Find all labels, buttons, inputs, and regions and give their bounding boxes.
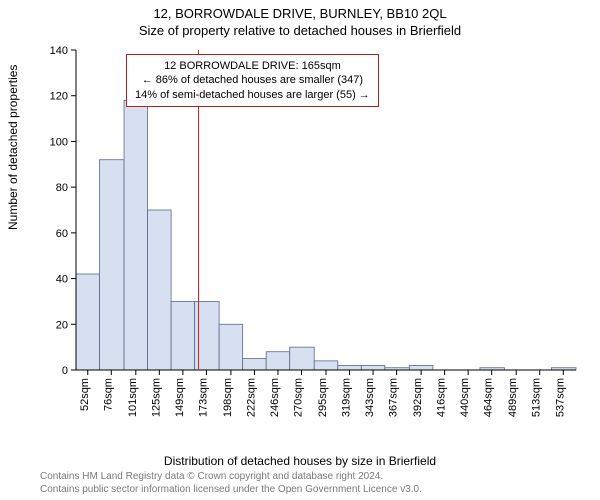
y-tick-label: 60 (56, 228, 68, 240)
x-axis-label: Distribution of detached houses by size … (0, 454, 600, 468)
annotation-line2: ← 86% of detached houses are smaller (34… (135, 73, 370, 87)
x-tick-label: 52sqm (79, 378, 91, 411)
histogram-bar (148, 210, 172, 370)
y-tick-label: 40 (56, 274, 68, 286)
histogram-bar (266, 352, 290, 370)
histogram-bar (361, 365, 385, 370)
x-tick-label: 416sqm (436, 378, 448, 417)
x-tick-label: 367sqm (388, 378, 400, 417)
x-tick-label: 222sqm (245, 378, 257, 417)
y-axis-label: Number of detached properties (6, 65, 20, 230)
histogram-bar (76, 274, 100, 370)
histogram-bar (314, 361, 338, 370)
page-title-address: 12, BORROWDALE DRIVE, BURNLEY, BB10 2QL (0, 0, 600, 21)
chart-container: 0 20 40 60 80 100 120 140 52sqm 76sqm 101sqm 125sqm… (48, 46, 582, 420)
histogram-bar (243, 359, 267, 370)
y-tick-label: 120 (50, 91, 68, 103)
x-tick-label: 464sqm (483, 378, 495, 417)
y-tick-label: 100 (50, 136, 68, 148)
annotation-line3: 14% of semi-detached houses are larger (… (135, 88, 370, 102)
x-tick-label: 270sqm (292, 378, 304, 417)
x-tick-label: 392sqm (412, 378, 424, 417)
annotation-box: 12 BORROWDALE DRIVE: 165sqm ← 86% of det… (126, 54, 379, 107)
footer-line1: Contains HM Land Registry data © Crown c… (40, 471, 422, 484)
x-tick-label: 173sqm (197, 378, 209, 417)
x-tick-label: 319sqm (341, 378, 353, 417)
histogram-bar (219, 324, 243, 370)
x-tick-label: 295sqm (317, 378, 329, 417)
histogram-bar (171, 301, 195, 370)
histogram-bar (409, 365, 433, 370)
x-tick-label: 149sqm (174, 378, 186, 417)
x-tick-label: 537sqm (554, 378, 566, 417)
y-tick-label: 80 (56, 182, 68, 194)
x-tick-label: 440sqm (459, 378, 471, 417)
histogram-bar (290, 347, 315, 370)
x-tick-label: 101sqm (127, 378, 139, 417)
footer-line2: Contains public sector information licen… (40, 484, 422, 497)
x-tick-label: 343sqm (364, 378, 376, 417)
x-tick-label: 513sqm (531, 378, 543, 417)
y-tick-label: 20 (56, 319, 68, 331)
footer-attribution: Contains HM Land Registry data © Crown c… (40, 471, 422, 496)
x-tick-label: 489sqm (507, 378, 519, 417)
x-tick-label: 246sqm (269, 378, 281, 417)
y-tick-label: 140 (50, 46, 68, 57)
histogram-bar (338, 365, 362, 370)
x-tick-label: 198sqm (222, 378, 234, 417)
x-tick-label: 76sqm (102, 378, 114, 411)
page-subtitle: Size of property relative to detached ho… (0, 21, 600, 38)
x-tick-label: 125sqm (150, 378, 162, 417)
annotation-line1: 12 BORROWDALE DRIVE: 165sqm (135, 59, 370, 73)
y-tick-label: 0 (62, 365, 68, 377)
histogram-bar (124, 100, 148, 370)
histogram-bar (100, 160, 125, 370)
